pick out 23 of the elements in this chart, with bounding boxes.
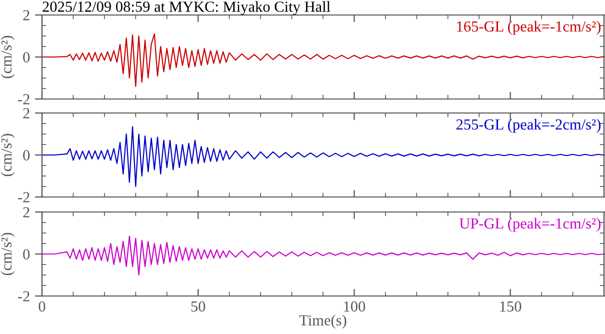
y-tick-label: -2	[18, 192, 30, 202]
x-tick-label: 50	[191, 301, 206, 312]
line-series	[42, 236, 604, 276]
x-tick-label: 0	[38, 301, 46, 312]
series-label: 165-GL (peak=-1cm/s²)	[457, 20, 601, 35]
y-tick-label: 2	[23, 207, 30, 218]
x-tick-label: 100	[344, 301, 366, 312]
y-tick-label: -2	[18, 291, 30, 302]
series-label: UP-GL (peak=-1cm/s²)	[459, 218, 601, 232]
y-tick-label: 0	[23, 150, 30, 160]
y-tick-label: -2	[18, 94, 30, 104]
y-tick-label: 0	[23, 52, 30, 62]
x-axis-title: Time(s)	[299, 314, 346, 329]
y-axis-title: (cm/s²)	[0, 232, 15, 276]
y-tick-label: 2	[23, 108, 30, 118]
line-series	[42, 33, 604, 87]
y-axis-title: (cm/s²)	[0, 36, 15, 78]
y-tick-label: 0	[23, 249, 30, 260]
chart-title: 2025/12/09 08:59 at MYKC: Miyako City Hall	[42, 1, 330, 15]
series-label: 255-GL (peak=-2cm/s²)	[456, 118, 601, 133]
y-tick-label: 2	[23, 10, 30, 20]
y-axis-title: (cm/s²)	[0, 134, 15, 176]
x-tick-label: 150	[500, 301, 522, 312]
